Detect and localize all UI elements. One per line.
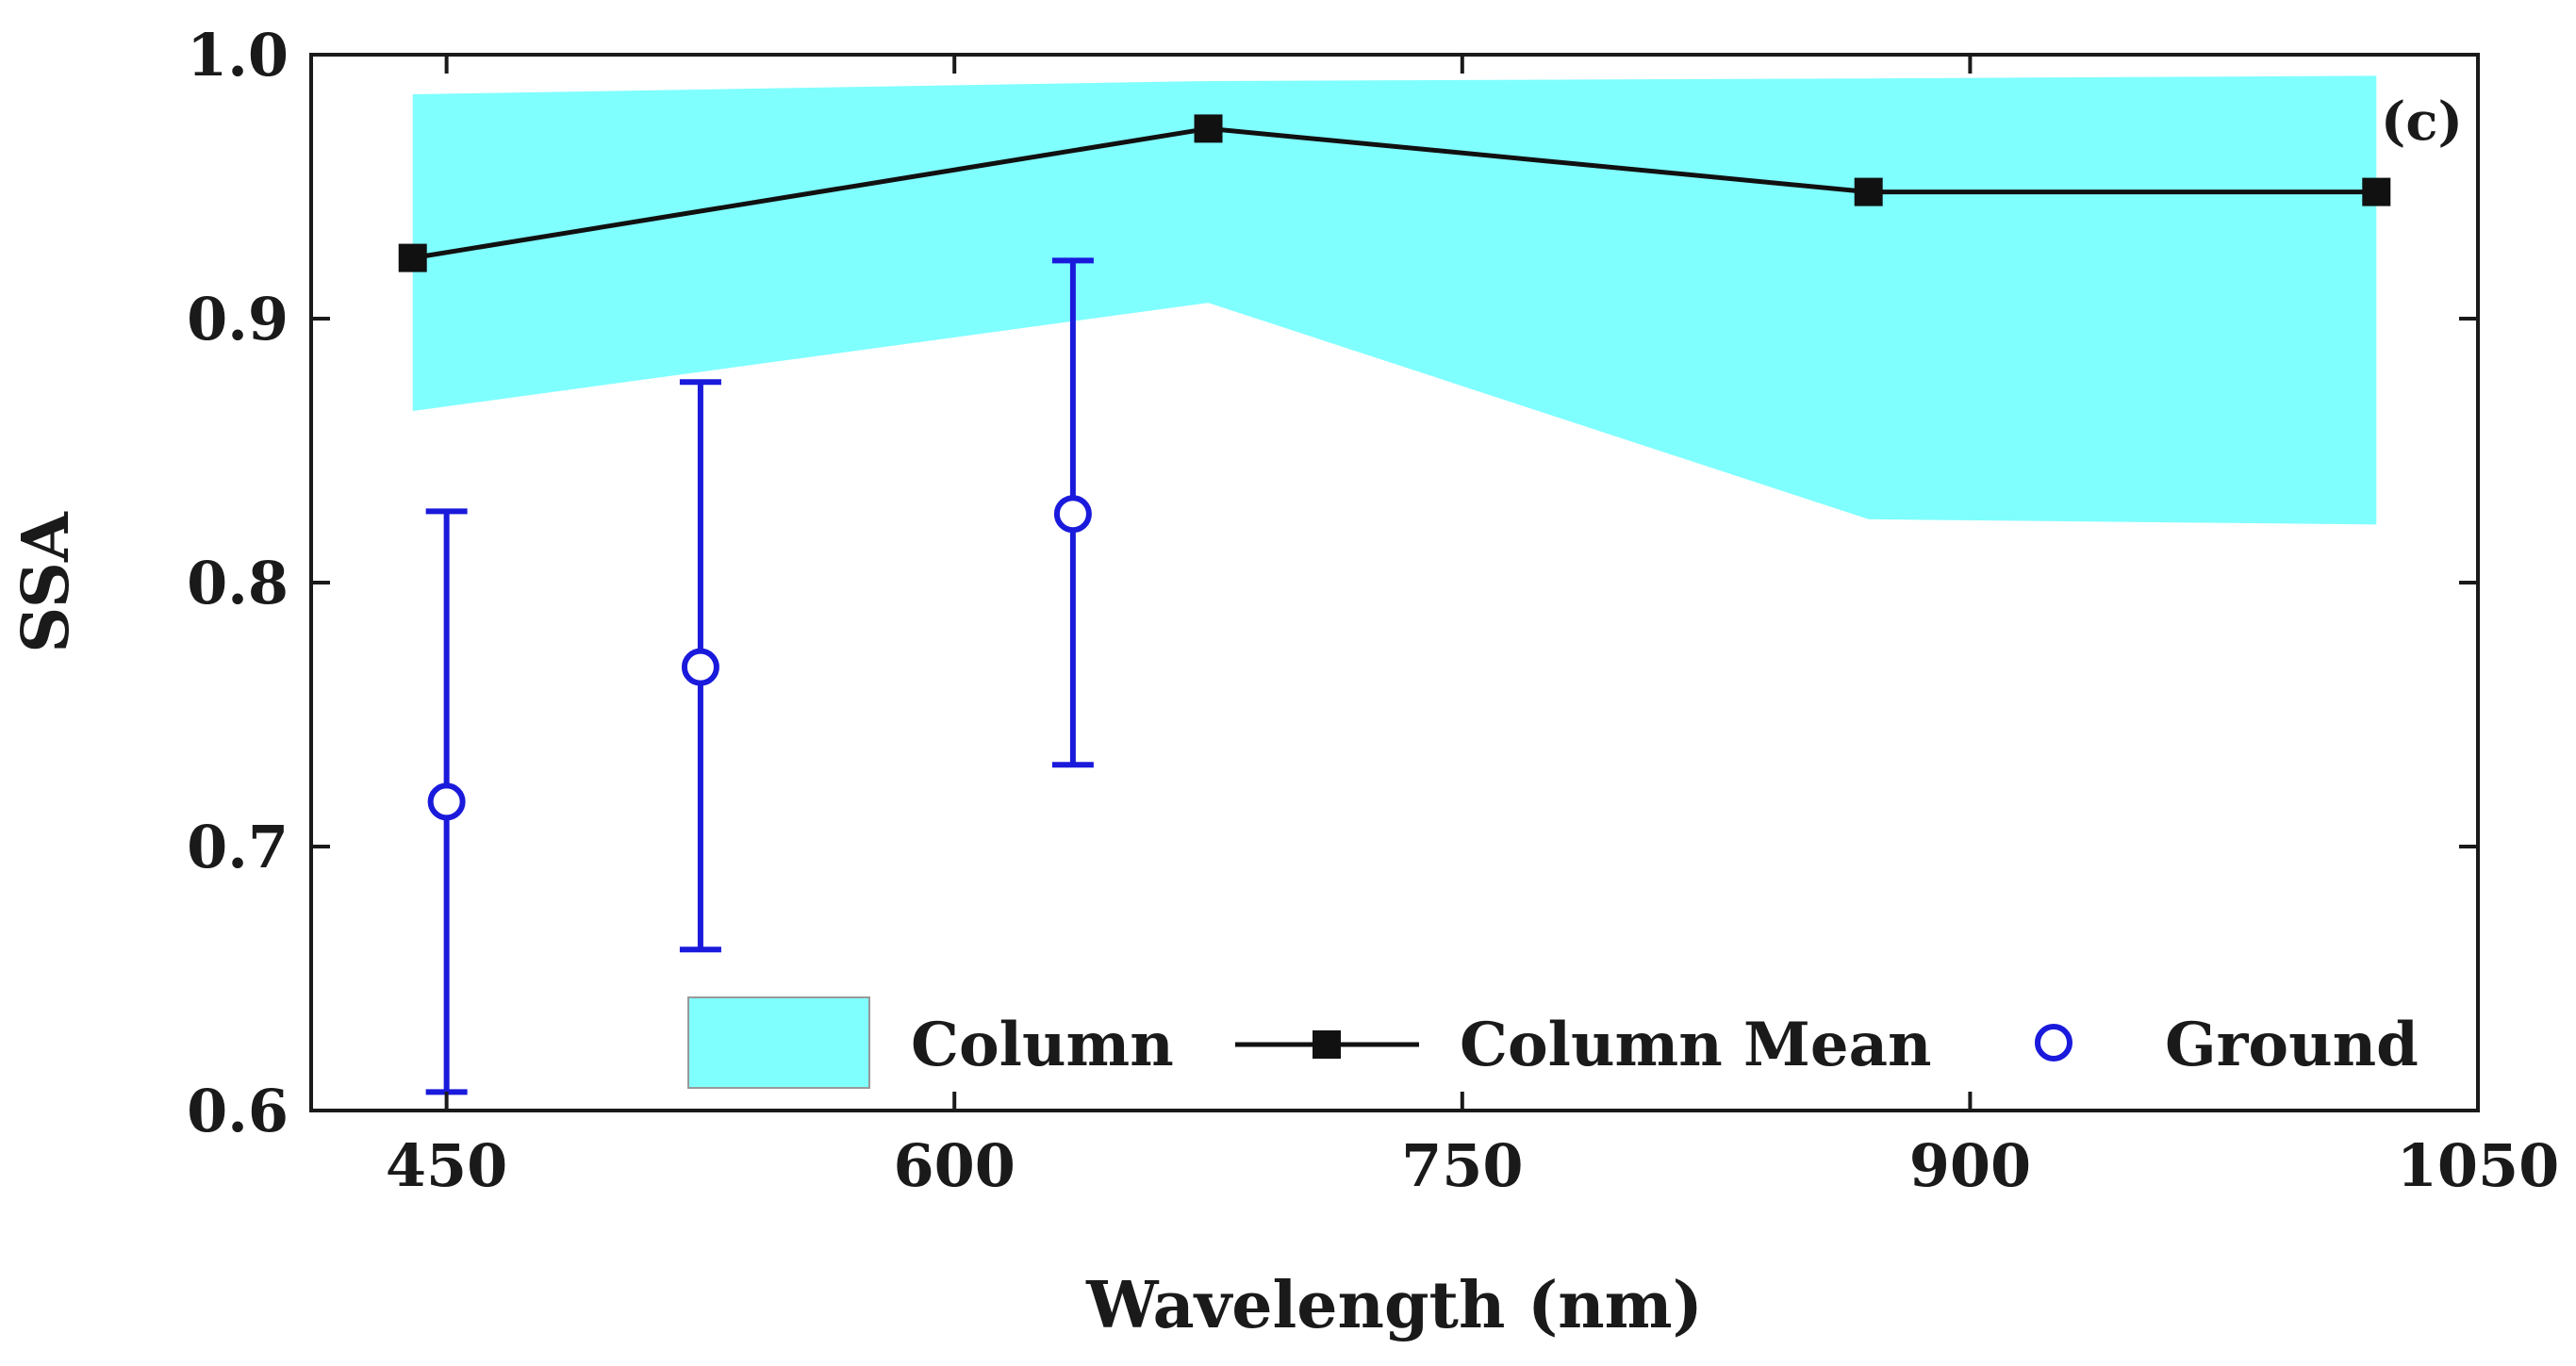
x-axis-label: Wavelength (nm)	[1085, 1268, 1703, 1343]
ground-point-1	[681, 648, 719, 686]
legend-column-swatch	[687, 996, 870, 1089]
y-tick-label-2: 0.8	[187, 549, 289, 617]
ground-point-0	[427, 782, 466, 821]
column-band	[412, 75, 2377, 525]
marker-layer	[398, 114, 2391, 821]
x-tick-label-4: 1050	[2397, 1131, 2560, 1200]
legend-label-ground: Ground	[2165, 1010, 2419, 1080]
x-tick-label-1: 600	[894, 1131, 1016, 1200]
column-band-layer	[412, 75, 2377, 525]
legend-label-column-mean: Column Mean	[1460, 1010, 1932, 1080]
column-mean-point-0	[398, 243, 427, 272]
column-mean-layer	[412, 125, 2377, 261]
y-tick-label-3: 0.9	[187, 285, 289, 354]
column-mean-point-3	[2362, 177, 2391, 206]
y-tick-label-4: 1.0	[187, 21, 289, 90]
x-tick-label-3: 900	[1909, 1131, 2031, 1200]
legend-column-mean-marker	[1313, 1030, 1341, 1059]
x-tick-label-0: 450	[386, 1131, 507, 1200]
y-axis-label: SSA	[8, 511, 84, 653]
panel-label: (c)	[2381, 91, 2463, 153]
ground-point-2	[1053, 495, 1092, 534]
column-mean-line	[412, 125, 2377, 261]
legend-label-column: Column	[911, 1010, 1174, 1080]
legend: Column Column Mean Ground	[687, 996, 2419, 1089]
x-tick-label-2: 750	[1401, 1131, 1523, 1200]
y-tick-label-0: 0.6	[187, 1077, 289, 1145]
y-tick-label-1: 0.7	[187, 813, 289, 881]
tick-layer: 450 600 750 900 1050 0.6 0.7 0.8 0.9 1.0	[187, 21, 2559, 1200]
column-mean-point-1	[1194, 114, 1223, 143]
legend-ground-marker	[2035, 1024, 2072, 1062]
column-mean-point-2	[1854, 177, 1883, 206]
